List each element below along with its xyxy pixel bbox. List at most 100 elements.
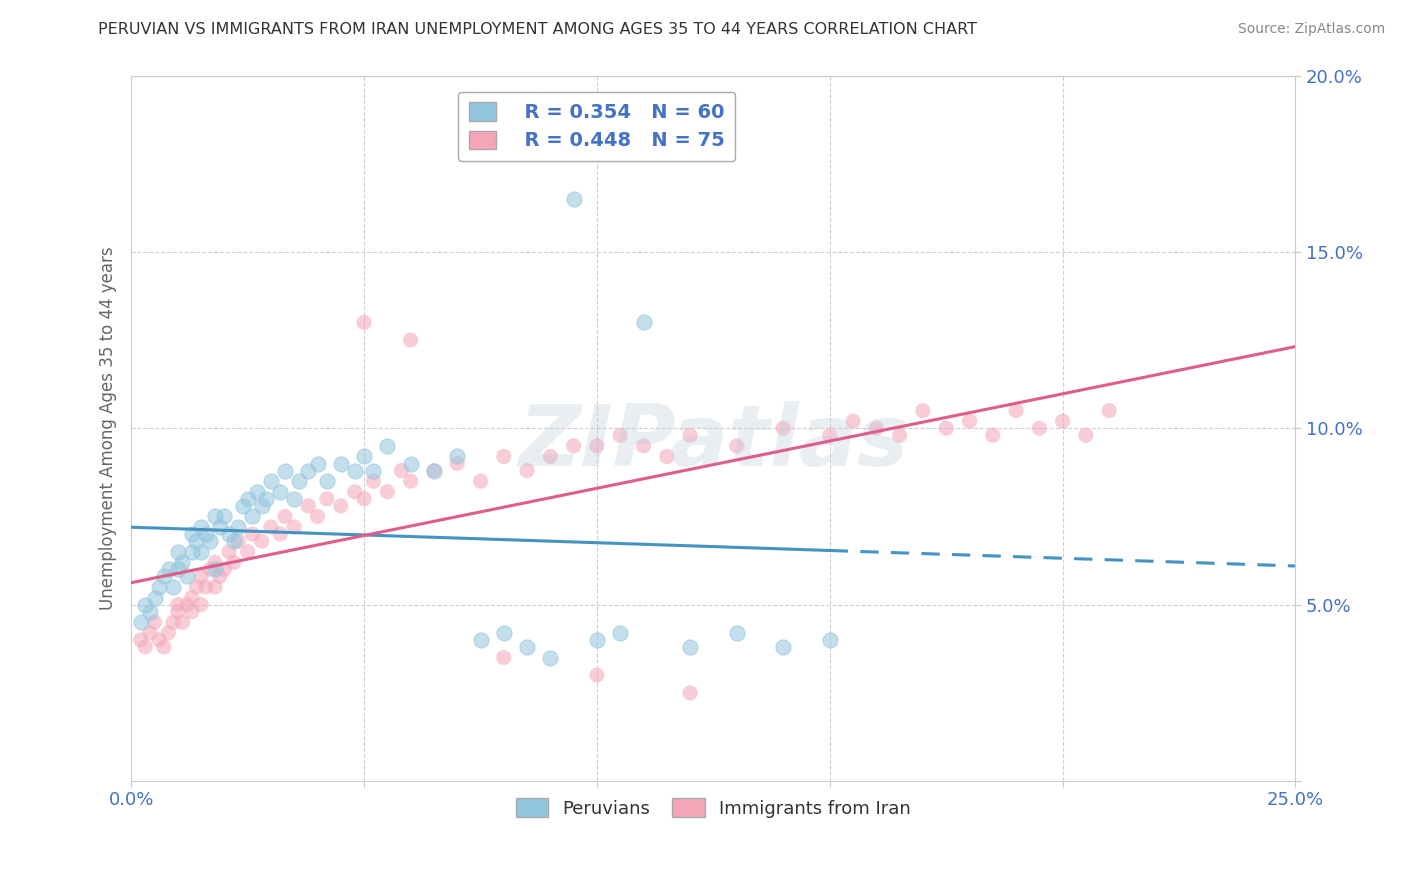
Point — [190, 569, 212, 583]
Point — [157, 562, 180, 576]
Point — [655, 450, 678, 464]
Point — [143, 591, 166, 605]
Point — [176, 598, 198, 612]
Point — [725, 625, 748, 640]
Point — [353, 315, 375, 329]
Point — [399, 457, 422, 471]
Point — [1028, 421, 1050, 435]
Point — [492, 650, 515, 665]
Point — [329, 457, 352, 471]
Point — [423, 464, 446, 478]
Point — [492, 625, 515, 640]
Point — [772, 640, 794, 654]
Point — [363, 464, 385, 478]
Point — [935, 421, 957, 435]
Point — [172, 555, 194, 569]
Point — [353, 491, 375, 506]
Point — [446, 450, 468, 464]
Point — [186, 534, 208, 549]
Y-axis label: Unemployment Among Ages 35 to 44 years: Unemployment Among Ages 35 to 44 years — [100, 246, 117, 610]
Point — [274, 464, 297, 478]
Point — [162, 580, 184, 594]
Point — [889, 428, 911, 442]
Point — [818, 428, 841, 442]
Point — [186, 580, 208, 594]
Point — [208, 520, 231, 534]
Point — [538, 650, 561, 665]
Point — [246, 484, 269, 499]
Point — [236, 491, 259, 506]
Point — [679, 686, 702, 700]
Point — [446, 457, 468, 471]
Point — [288, 474, 311, 488]
Point — [492, 450, 515, 464]
Point — [240, 527, 263, 541]
Point — [818, 632, 841, 647]
Point — [134, 598, 156, 612]
Point — [129, 615, 152, 630]
Point — [1052, 414, 1074, 428]
Point — [609, 625, 631, 640]
Point — [343, 464, 366, 478]
Point — [222, 534, 245, 549]
Point — [176, 569, 198, 583]
Point — [470, 632, 492, 647]
Point — [153, 569, 176, 583]
Point — [139, 625, 162, 640]
Point — [194, 580, 217, 594]
Point — [180, 545, 202, 559]
Point — [250, 534, 273, 549]
Point — [609, 428, 631, 442]
Point — [180, 605, 202, 619]
Point — [1074, 428, 1097, 442]
Point — [297, 464, 319, 478]
Point — [236, 545, 259, 559]
Point — [228, 534, 250, 549]
Point — [166, 605, 188, 619]
Text: Source: ZipAtlas.com: Source: ZipAtlas.com — [1237, 22, 1385, 37]
Point — [180, 591, 202, 605]
Point — [228, 520, 250, 534]
Point — [959, 414, 981, 428]
Point — [297, 499, 319, 513]
Point — [911, 403, 934, 417]
Point — [134, 640, 156, 654]
Point — [399, 333, 422, 347]
Point — [343, 484, 366, 499]
Point — [516, 640, 538, 654]
Point — [194, 527, 217, 541]
Point — [218, 527, 240, 541]
Point — [586, 668, 609, 682]
Point — [725, 439, 748, 453]
Point — [157, 625, 180, 640]
Point — [353, 450, 375, 464]
Point — [586, 632, 609, 647]
Point — [538, 450, 561, 464]
Point — [377, 439, 399, 453]
Point — [307, 509, 329, 524]
Text: PERUVIAN VS IMMIGRANTS FROM IRAN UNEMPLOYMENT AMONG AGES 35 TO 44 YEARS CORRELAT: PERUVIAN VS IMMIGRANTS FROM IRAN UNEMPLO… — [98, 22, 977, 37]
Point — [389, 464, 412, 478]
Point — [283, 491, 305, 506]
Point — [190, 598, 212, 612]
Point — [214, 562, 236, 576]
Point — [329, 499, 352, 513]
Point — [260, 474, 283, 488]
Point — [218, 545, 240, 559]
Point — [214, 509, 236, 524]
Point — [283, 520, 305, 534]
Point — [315, 491, 337, 506]
Point — [1098, 403, 1121, 417]
Point — [981, 428, 1004, 442]
Point — [200, 534, 222, 549]
Point — [274, 509, 297, 524]
Point — [1005, 403, 1028, 417]
Point — [260, 520, 283, 534]
Point — [148, 632, 170, 647]
Point — [208, 569, 231, 583]
Text: ZIPatlas: ZIPatlas — [519, 401, 908, 483]
Point — [586, 439, 609, 453]
Point — [143, 615, 166, 630]
Point — [166, 598, 188, 612]
Point — [633, 315, 655, 329]
